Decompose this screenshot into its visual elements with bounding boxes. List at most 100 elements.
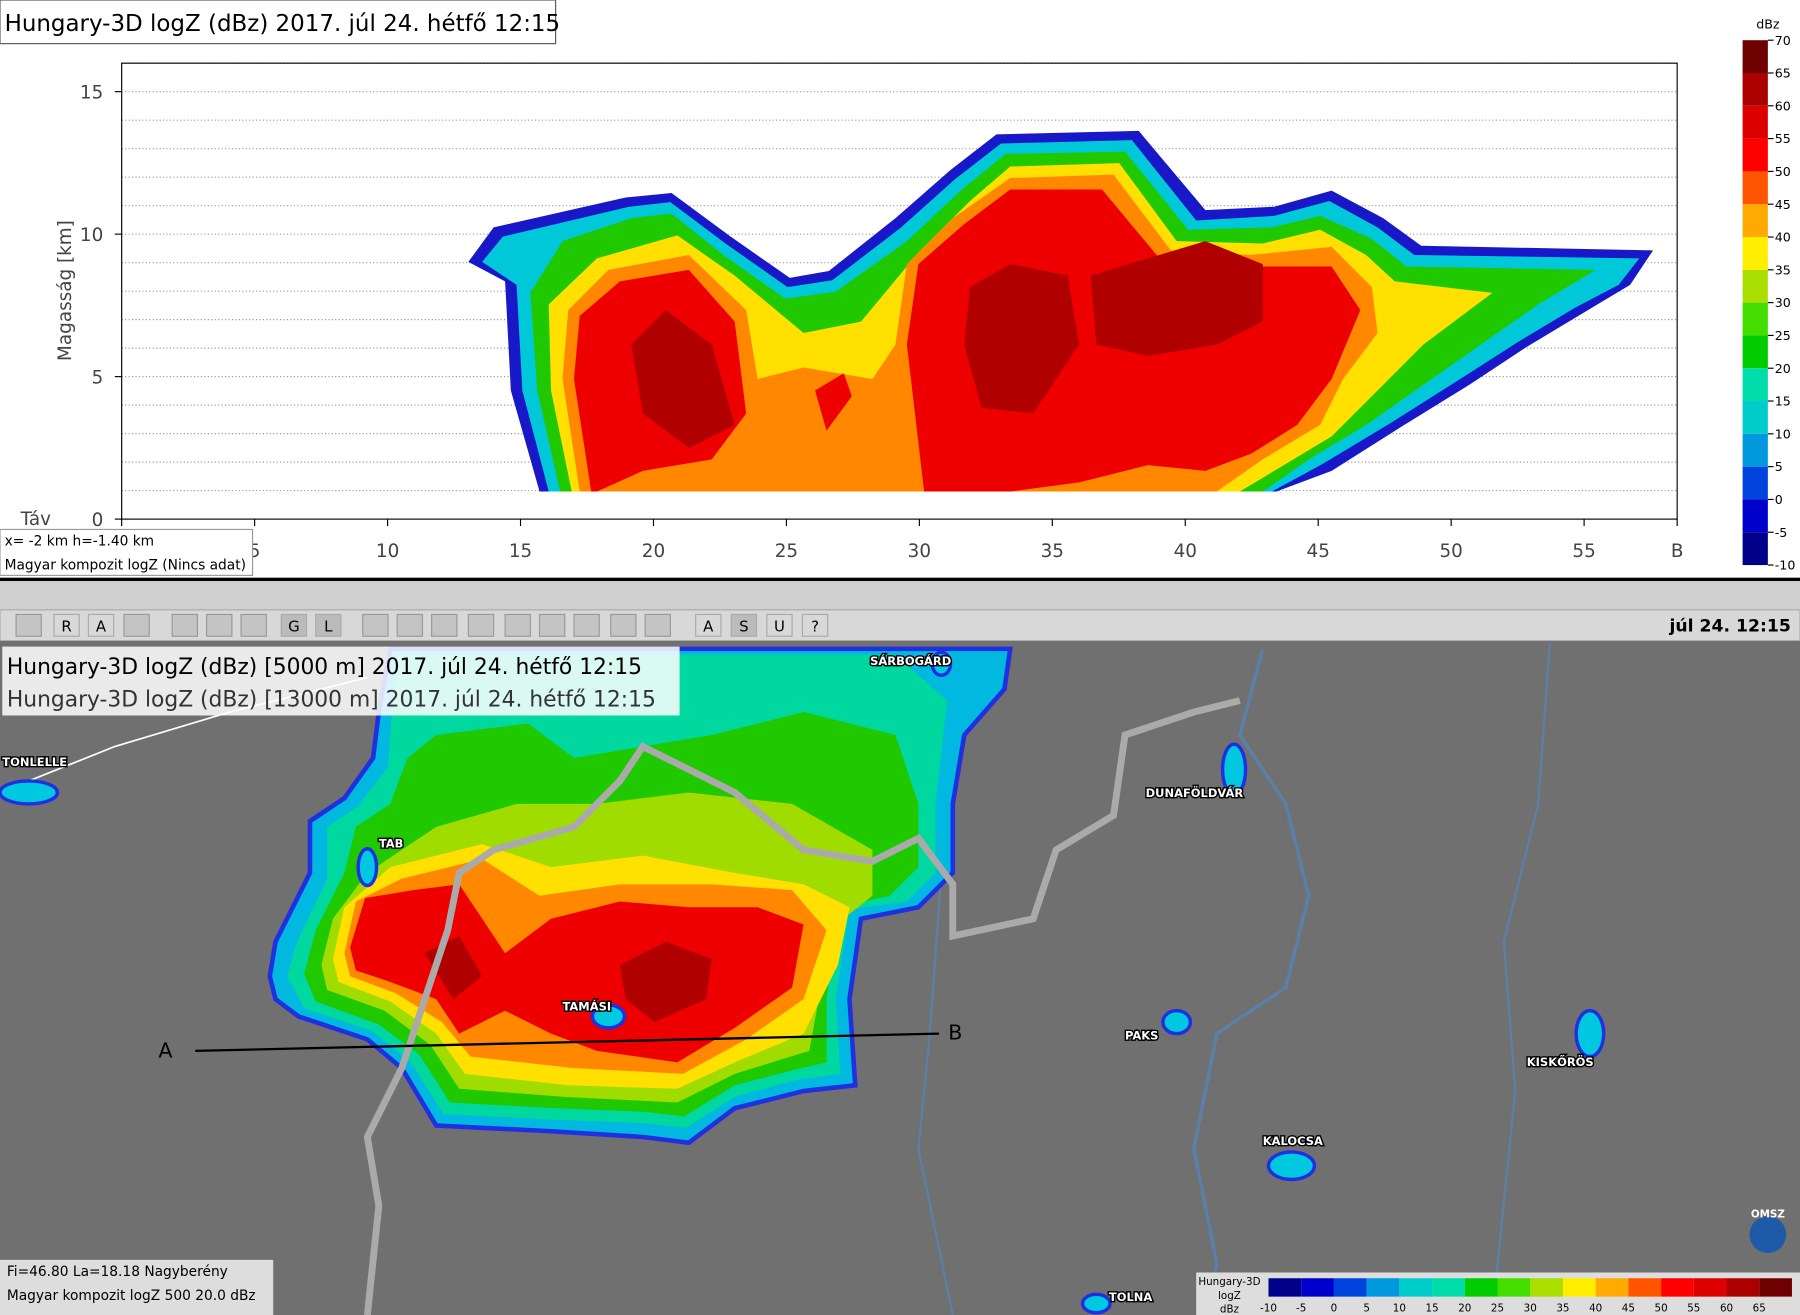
tool-icon[interactable] [431, 613, 458, 637]
x-tick-label: 25 [775, 541, 798, 562]
tool-icon[interactable] [573, 613, 600, 637]
tool-button[interactable] [315, 613, 342, 637]
info-box [0, 528, 254, 576]
map-line [1491, 643, 1551, 1315]
legend-bin [1759, 1278, 1792, 1297]
section-line [195, 1032, 940, 1052]
divider [0, 577, 1800, 582]
tool-button-label[interactable]: L [324, 618, 333, 636]
y-tick-label: 5 [92, 368, 104, 389]
legend-bin [1530, 1278, 1563, 1297]
legend-tick-label: 20 [1458, 1303, 1471, 1315]
logo: OMSZ [1751, 1208, 1785, 1220]
echo-cell [1080, 1292, 1112, 1315]
tool-icon[interactable] [206, 613, 233, 637]
section-title: Hungary-3D logZ (dBz) 2017. júl 24. hétf… [5, 11, 561, 37]
tool-button-label[interactable]: U [774, 618, 785, 636]
colorbar-bin [1742, 237, 1768, 270]
tool-icon[interactable] [15, 613, 42, 637]
colorbar-tick-label: 10 [1775, 426, 1791, 441]
tool-icon[interactable] [538, 613, 566, 637]
x-tick-label: 30 [908, 541, 931, 562]
tool-icon[interactable] [123, 613, 150, 637]
legend-tick-label: 45 [1622, 1303, 1635, 1315]
tool-icon[interactable] [644, 613, 671, 637]
tool-icon[interactable] [362, 613, 389, 637]
legend-bin [1726, 1278, 1760, 1297]
x-tick-label: 55 [1572, 541, 1595, 562]
colorbar-tick-label: -5 [1775, 525, 1788, 540]
tool-button[interactable] [695, 613, 722, 637]
map-line [917, 872, 954, 1315]
legend-tick-label: 60 [1720, 1303, 1733, 1315]
colorbar-tick-label: 50 [1775, 164, 1791, 179]
town-label: KALOCSA [1263, 1134, 1323, 1148]
overlay-box [2, 646, 680, 716]
tool-button-label[interactable]: R [61, 618, 71, 636]
tool-button[interactable] [801, 613, 829, 637]
echo-cell [1220, 742, 1248, 797]
colorbar-bin [1742, 466, 1768, 500]
tool-icon[interactable] [171, 613, 199, 637]
legend-title: dBz [1220, 1304, 1239, 1315]
radar-echo [350, 884, 804, 1063]
tool-button-label[interactable]: S [739, 618, 748, 636]
colorbar-tick-label: 30 [1775, 295, 1791, 310]
legend-tick-label: 30 [1524, 1303, 1537, 1315]
legend-bin [1464, 1278, 1498, 1297]
colorbar-unit: dBz [1756, 17, 1780, 32]
x-tick-label: 50 [1439, 541, 1462, 562]
colorbar-bin [1742, 138, 1768, 172]
colorbar-bin [1742, 433, 1768, 467]
echo-cell [1161, 1008, 1193, 1036]
tool-button[interactable] [280, 613, 308, 637]
legend-tick-label: 15 [1426, 1303, 1439, 1315]
map-line [1192, 648, 1311, 1315]
echo-cell [1574, 1008, 1606, 1059]
colorbar-bin [1742, 204, 1768, 238]
x-tick-label: 20 [642, 541, 665, 562]
tool-button[interactable] [766, 613, 793, 637]
plot-frame [121, 62, 1678, 520]
title-box [0, 0, 557, 45]
legend-bin [1333, 1278, 1367, 1297]
tool-button-label[interactable]: G [288, 618, 300, 636]
tool-button[interactable] [730, 613, 758, 637]
x-tick-label: 45 [1307, 541, 1330, 562]
tool-button-label[interactable]: A [703, 618, 714, 636]
tool-icon[interactable] [396, 613, 424, 637]
radar-echo [619, 941, 712, 1023]
legend-tick-label: -10 [1260, 1303, 1277, 1315]
status-box [0, 1259, 274, 1315]
legend-tick-label: 0 [1331, 1303, 1338, 1315]
town-label: TAB [379, 837, 404, 851]
colorbar-bin [1742, 532, 1768, 566]
town-label: PAKS [1125, 1028, 1158, 1042]
y-tick-label: 0 [92, 510, 104, 531]
colorbar-tick-label: 65 [1775, 66, 1791, 81]
legend-bin [1399, 1278, 1433, 1297]
tool-icon[interactable] [240, 613, 267, 637]
info-line: x= -2 km h=-1.40 km [5, 534, 155, 550]
legend-bin [1661, 1278, 1694, 1297]
tool-button[interactable] [53, 613, 80, 637]
section-end: B [948, 1020, 962, 1044]
tool-button-label[interactable]: ? [811, 618, 819, 636]
legend-bin [1497, 1278, 1531, 1297]
legend-bin [1301, 1278, 1334, 1297]
tool-icon[interactable] [504, 613, 531, 637]
tool-button-label[interactable]: A [96, 618, 107, 636]
tool-icon[interactable] [610, 613, 637, 637]
colorbar-tick-label: 40 [1775, 230, 1791, 245]
x-tick-label: 15 [509, 541, 532, 562]
colorbar-tick-label: 20 [1775, 361, 1791, 376]
tool-icon[interactable] [467, 613, 495, 637]
colorbar-tick-label: 60 [1775, 98, 1791, 113]
reflectivity-area [815, 373, 852, 431]
tool-button[interactable] [87, 613, 115, 637]
town-label: KISKŐRÖS [1527, 1054, 1594, 1069]
legend-bin [1432, 1278, 1465, 1297]
colorbar-tick-label: 0 [1775, 492, 1783, 507]
colorbar-tick-label: 35 [1775, 262, 1791, 277]
echo-cell [0, 779, 60, 806]
